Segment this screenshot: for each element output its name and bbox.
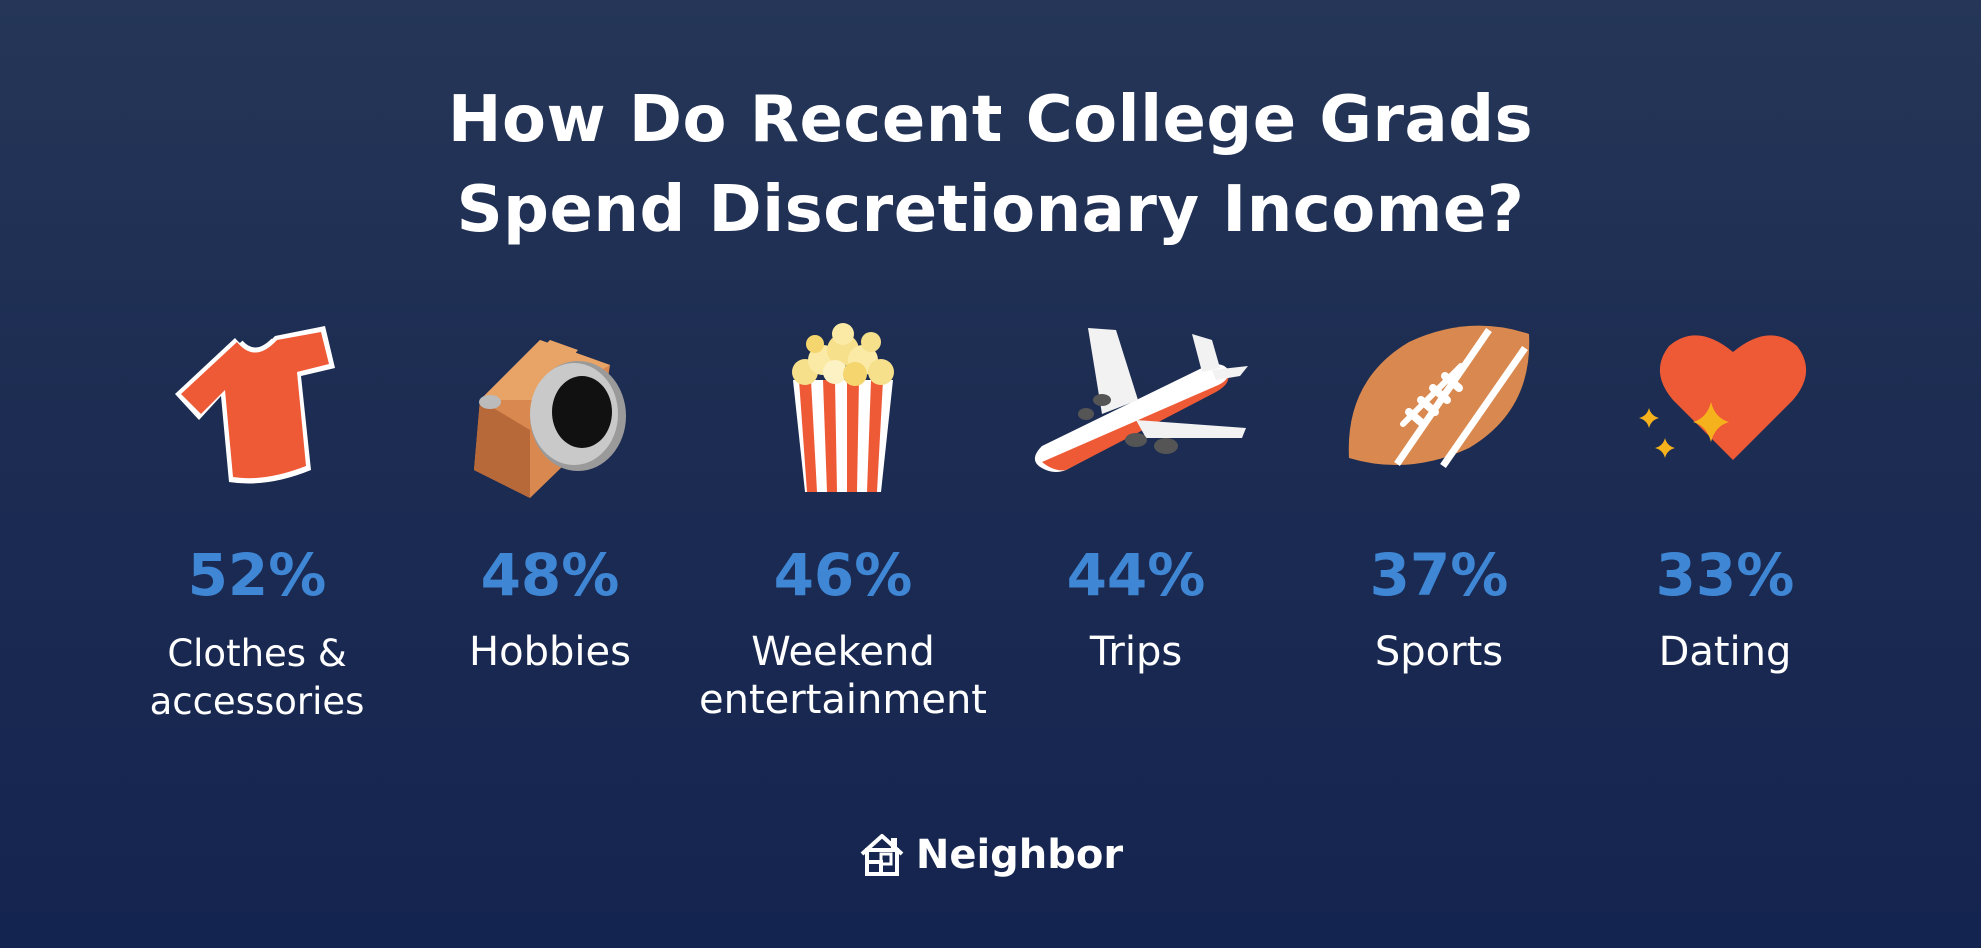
brand-logo: Neighbor xyxy=(0,825,1981,885)
stat-label: Hobbies xyxy=(469,629,631,675)
stat-label: Dating xyxy=(1658,629,1792,675)
football-icon xyxy=(1274,320,1604,510)
stat-percent: 52% xyxy=(187,541,327,609)
popcorn-icon xyxy=(678,320,1008,510)
title-line-1: How Do Recent College Grads xyxy=(447,83,1534,157)
stat-percent: 37% xyxy=(1369,541,1509,609)
stat-percent: 46% xyxy=(773,541,913,609)
stat-label: Trips xyxy=(1089,629,1183,675)
camera-icon xyxy=(385,320,715,510)
brand-name: Neighbor xyxy=(915,832,1124,878)
airplane-icon xyxy=(971,320,1301,510)
stat-percent: 33% xyxy=(1655,541,1795,609)
title-line-2: Spend Discretionary Income? xyxy=(456,173,1525,247)
stat-label: Weekend entertainment xyxy=(699,629,987,723)
house-logo-icon xyxy=(860,834,904,876)
stat-label: Sports xyxy=(1374,629,1504,675)
heart-icon xyxy=(1560,320,1890,510)
stat-percent: 48% xyxy=(480,541,620,609)
page-title: How Do Recent College Grads Spend Discre… xyxy=(0,75,1981,255)
stat-label: Clothes & accessories xyxy=(149,632,365,723)
t-shirt-icon xyxy=(92,320,422,510)
stat-percent: 44% xyxy=(1066,541,1206,609)
